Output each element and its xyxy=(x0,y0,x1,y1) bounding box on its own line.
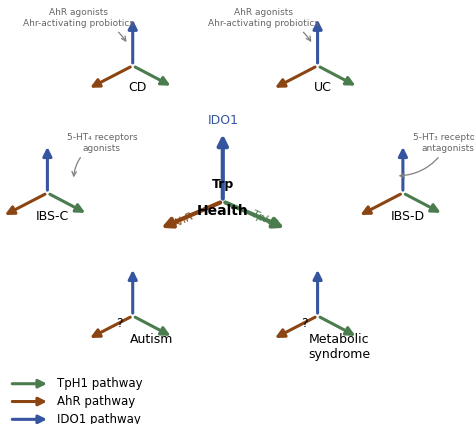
Text: IDO1: IDO1 xyxy=(207,114,238,127)
Text: AhR agonists
Ahr-activating probiotics: AhR agonists Ahr-activating probiotics xyxy=(208,8,319,41)
Text: Trp: Trp xyxy=(212,178,234,191)
Text: UC: UC xyxy=(313,81,331,94)
Text: TpH1: TpH1 xyxy=(249,209,280,230)
Text: ?: ? xyxy=(116,317,123,330)
Text: Health: Health xyxy=(197,204,249,218)
Text: Metabolic
syndrome: Metabolic syndrome xyxy=(308,333,370,361)
Text: AhR pathway: AhR pathway xyxy=(57,395,135,408)
Text: IBS-D: IBS-D xyxy=(391,210,425,223)
Text: 5-HT₃ receptors
antagonists: 5-HT₃ receptors antagonists xyxy=(400,133,474,178)
Text: 5-HT₄ receptors
agonists: 5-HT₄ receptors agonists xyxy=(67,133,137,176)
Text: IDO1 pathway: IDO1 pathway xyxy=(57,413,141,424)
Text: IBS-C: IBS-C xyxy=(36,210,69,223)
Text: CD: CD xyxy=(128,81,146,94)
Text: ?: ? xyxy=(301,317,308,330)
Text: AhR agonists
Ahr-activating probiotics: AhR agonists Ahr-activating probiotics xyxy=(23,8,134,41)
Text: AhR: AhR xyxy=(171,211,196,230)
Text: TpH1 pathway: TpH1 pathway xyxy=(57,377,143,390)
Text: Autism: Autism xyxy=(130,333,173,346)
